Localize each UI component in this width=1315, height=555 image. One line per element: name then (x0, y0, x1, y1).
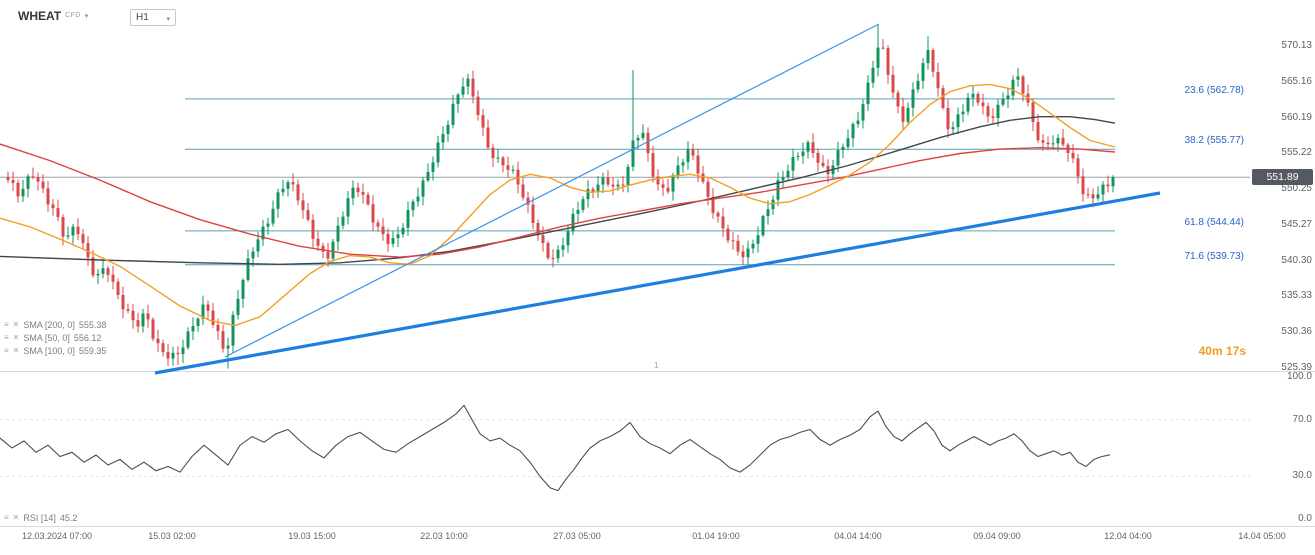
price-axis-tick: 565.16 (1281, 76, 1312, 87)
symbol-dropdown-caret-icon[interactable]: ▾ (84, 13, 89, 20)
fibonacci-level-label: 61.8 (544.44) (1184, 217, 1245, 228)
rsi-axis-tick: 70.0 (1292, 414, 1312, 425)
timeframe-value: H1 (136, 12, 149, 23)
fibonacci-level-label: 71.6 (539.73) (1184, 251, 1245, 262)
candle-countdown: 40m 17s (1198, 344, 1246, 358)
rsi-line (0, 404, 1111, 492)
time-axis-tick[interactable]: 15.03 02:00 (148, 531, 196, 541)
indicator-legend-row: ≡ ✕ SMA [200, 0] 555.38 (4, 320, 106, 330)
rsi-axis-tick: 100.0 (1286, 371, 1312, 382)
trendline-drawings (154, 23, 1161, 375)
indicator-value: 556.12 (73, 333, 102, 343)
price-axis-tick: 535.33 (1281, 290, 1312, 301)
indicator-legend-row: ≡ ✕ SMA [50, 0] 556.12 (4, 333, 101, 343)
indicator-label: SMA [200, 0] (23, 320, 75, 330)
indicator-settings-icon[interactable]: ≡ (4, 346, 9, 355)
price-axis-tick: 550.25 (1281, 183, 1312, 194)
indicator-remove-icon[interactable]: ✕ (12, 346, 20, 355)
price-axis-tick: 540.30 (1281, 255, 1312, 266)
indicator-remove-icon[interactable]: ✕ (12, 333, 20, 342)
fibonacci-level-label: 23.6 (562.78) (1184, 85, 1245, 96)
price-axis-tick: 545.27 (1281, 219, 1312, 230)
time-axis-tick[interactable]: 22.03 10:00 (420, 531, 468, 541)
indicator-settings-icon[interactable]: ≡ (4, 333, 9, 342)
indicator-label: SMA [50, 0] (23, 333, 70, 343)
rising-trendline-thin[interactable] (224, 23, 880, 358)
fibonacci-level-label: 38.2 (555.77) (1184, 135, 1245, 146)
current-price-badge: 551.89 (1252, 169, 1313, 185)
price-axis-tick: 555.22 (1281, 147, 1312, 158)
price-axis-tick: 560.19 (1281, 112, 1312, 123)
timeframe-caret-icon: ▾ (166, 16, 170, 23)
sma-line-sma50 (0, 83, 1116, 327)
price-axis-tick: 525.39 (1281, 362, 1312, 373)
time-axis-tick[interactable]: 12.03.2024 07:00 (21, 531, 93, 541)
indicator-legend-row: ≡ ✕ SMA [100, 0] 559.35 (4, 346, 106, 356)
panel-separators (0, 371, 1315, 527)
timeframe-select[interactable]: H1 ▾ (130, 9, 176, 26)
indicator-remove-icon[interactable]: ✕ (12, 513, 20, 522)
sma-line-sma200 (0, 143, 1116, 258)
fibonacci-lines (185, 98, 1115, 266)
indicator-value: 559.35 (78, 346, 107, 356)
indicator-settings-icon[interactable]: ≡ (4, 320, 9, 329)
oscillator-legend-row: ≡ ✕ RSI [14] 45.2 (4, 513, 77, 523)
symbol-label: WHEAT (18, 9, 62, 23)
indicator-settings-icon[interactable]: ≡ (4, 513, 9, 522)
indicator-value: 45.2 (59, 513, 78, 523)
sma-line-sma100 (0, 115, 1116, 266)
support-trendline-thick[interactable] (154, 191, 1161, 375)
instrument-type-label: CFD (65, 12, 81, 19)
time-axis-tick[interactable]: 27.03 05:00 (553, 531, 601, 541)
rsi-axis-tick: 30.0 (1292, 470, 1312, 481)
rsi-threshold-lines (0, 419, 1250, 477)
instrument-header[interactable]: WHEAT CFD ▾ (18, 9, 88, 23)
time-axis-tick[interactable]: 04.04 14:00 (834, 531, 882, 541)
indicator-label: RSI [14] (23, 513, 56, 523)
time-axis-tick[interactable]: 01.04 19:00 (692, 531, 740, 541)
indicator-value: 555.38 (78, 320, 107, 330)
axis-marker: 1 (654, 361, 659, 370)
time-axis-tick[interactable]: 09.04 09:00 (973, 531, 1021, 541)
indicator-label: SMA [100, 0] (23, 346, 75, 356)
time-axis-tick[interactable]: 14.04 05:00 (1238, 531, 1286, 541)
price-axis-tick: 530.36 (1281, 326, 1312, 337)
time-axis-tick[interactable]: 19.03 15:00 (288, 531, 336, 541)
candles-layer (6, 25, 1115, 369)
indicator-remove-icon[interactable]: ✕ (12, 320, 20, 329)
time-axis-tick[interactable]: 12.04 04:00 (1104, 531, 1152, 541)
rsi-axis-tick: 0.0 (1298, 513, 1312, 524)
price-axis-tick: 570.13 (1281, 40, 1312, 51)
